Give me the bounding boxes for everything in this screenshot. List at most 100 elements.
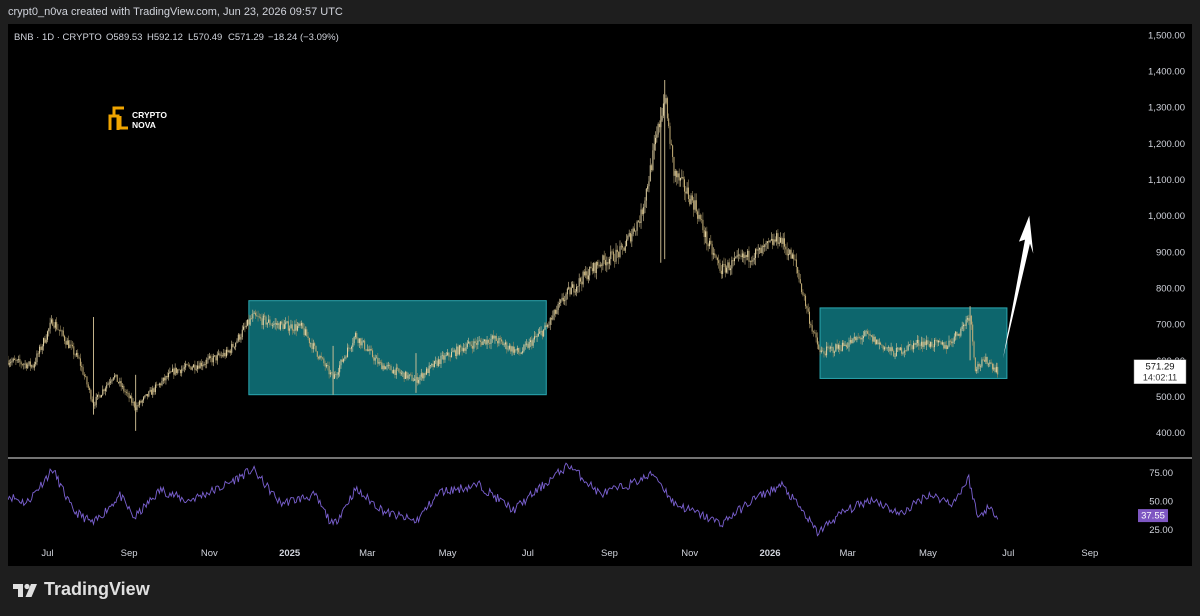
candle-body: [311, 343, 313, 350]
candle-body: [960, 328, 962, 336]
time-axis[interactable]: Jul Sep Nov 2025 Mar May Jul Sep Nov 2026 Mar May Ju…: [41, 548, 1098, 559]
candle-body: [374, 357, 376, 361]
candle-body: [248, 319, 250, 325]
candle-body: [393, 369, 395, 374]
candle-body: [927, 340, 929, 344]
rsi-axis[interactable]: 75.00 50.00 25.00: [1149, 468, 1173, 536]
candle-body: [212, 356, 214, 363]
candle-body: [518, 347, 520, 353]
candle-body: [486, 339, 488, 345]
candle-body: [861, 338, 863, 340]
tradingview-logo[interactable]: TradingView: [12, 579, 150, 600]
candle-body: [206, 359, 208, 365]
candle-body: [935, 339, 937, 341]
candle-body: [274, 323, 276, 325]
candle-body: [36, 353, 38, 363]
candle-body: [849, 340, 851, 343]
candle-body: [52, 319, 54, 326]
rsi-tick-label: 25.00: [1149, 525, 1173, 536]
candle-body: [574, 291, 576, 293]
candle-body: [814, 332, 816, 333]
candle-body: [95, 396, 97, 405]
candle-body: [953, 336, 955, 342]
candle-body: [818, 344, 820, 350]
candle-body: [136, 405, 138, 411]
candle-body: [510, 345, 512, 352]
candle-body: [745, 255, 747, 257]
candle-body: [54, 322, 56, 328]
candle-body: [125, 392, 127, 393]
candle-body: [273, 324, 275, 326]
candle-body: [580, 278, 582, 282]
candle-body: [691, 195, 693, 201]
candle-body: [662, 103, 664, 116]
candle-body: [881, 344, 883, 346]
candle-body: [866, 331, 868, 334]
candle-body: [939, 340, 941, 343]
candle-body: [765, 243, 767, 245]
candle-body: [431, 363, 433, 366]
candle-body: [724, 264, 726, 273]
candle-body: [859, 337, 861, 339]
candle-body: [761, 245, 763, 254]
candle-body: [549, 318, 551, 325]
candle-body: [282, 323, 284, 330]
candle-body: [973, 341, 975, 358]
candle-body: [262, 315, 264, 326]
chart-svg[interactable]: BNB · 1D · CRYPTO O589.53 H592.12 L570.4…: [7, 24, 1192, 566]
candle-body: [343, 358, 345, 362]
candle-body: [49, 322, 51, 329]
candle-body: [237, 334, 239, 341]
candle-body: [773, 239, 775, 245]
candle-body: [905, 350, 907, 352]
candle-body: [733, 258, 735, 262]
candle-body: [640, 209, 642, 224]
candle-body: [556, 310, 558, 314]
candle-body: [11, 360, 13, 363]
candle-body: [314, 343, 316, 346]
candle-body: [462, 348, 464, 352]
candle-body: [589, 266, 591, 276]
candle-body: [294, 324, 296, 331]
candle-body: [723, 264, 725, 265]
candle-body: [695, 200, 697, 212]
candle-body: [181, 369, 183, 374]
candle-body: [102, 389, 104, 396]
candle-body: [620, 245, 622, 247]
candle-body: [720, 270, 722, 274]
candle-body: [816, 337, 818, 345]
candle-body: [907, 344, 909, 351]
candle-body: [56, 322, 58, 330]
candle-body: [381, 362, 383, 370]
candle-body: [94, 404, 96, 406]
candle-body: [73, 346, 75, 355]
candle-body: [764, 244, 766, 247]
candle-body: [512, 346, 514, 353]
chart-area[interactable]: BNB · 1D · CRYPTO O589.53 H592.12 L570.4…: [7, 24, 1192, 566]
candle-body: [637, 221, 639, 223]
candle-body: [811, 325, 813, 332]
candle-body: [198, 365, 200, 369]
candle-body: [740, 255, 742, 258]
tradingview-wordmark: TradingView: [44, 579, 150, 599]
price-axis[interactable]: 1,500.00 1,400.00 1,300.00 1,200.00 1,100.00…: [1148, 30, 1185, 439]
candle-body: [968, 318, 970, 321]
candle-body: [325, 364, 327, 367]
candle-body: [980, 366, 982, 368]
candle-body: [402, 372, 404, 374]
candle-body: [85, 376, 87, 377]
candle-body: [698, 214, 700, 219]
candle-body: [260, 317, 262, 319]
tradingview-icon: [13, 583, 37, 597]
candle-body: [490, 338, 492, 344]
candle-body: [225, 349, 227, 357]
candle-body: [906, 350, 908, 351]
candle-body: [397, 367, 399, 369]
candle-body: [150, 389, 152, 395]
candle-body: [348, 347, 350, 349]
candle-body: [519, 352, 521, 354]
candle-body: [77, 352, 79, 358]
candle-body: [547, 325, 549, 327]
candle-body: [827, 346, 829, 348]
candle-body: [175, 367, 177, 373]
